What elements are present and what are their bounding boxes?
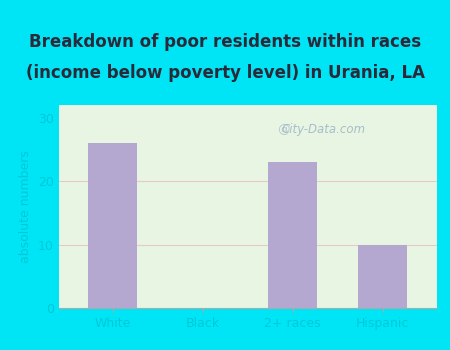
Text: Breakdown of poor residents within races: Breakdown of poor residents within races — [29, 33, 421, 51]
Y-axis label: absolute numbers: absolute numbers — [19, 150, 32, 263]
Text: City-Data.com: City-Data.com — [281, 123, 365, 136]
Text: (income below poverty level) in Urania, LA: (income below poverty level) in Urania, … — [26, 64, 424, 83]
Bar — [88, 143, 137, 308]
Bar — [358, 245, 407, 308]
Text: @: @ — [277, 123, 290, 136]
Bar — [268, 162, 317, 308]
